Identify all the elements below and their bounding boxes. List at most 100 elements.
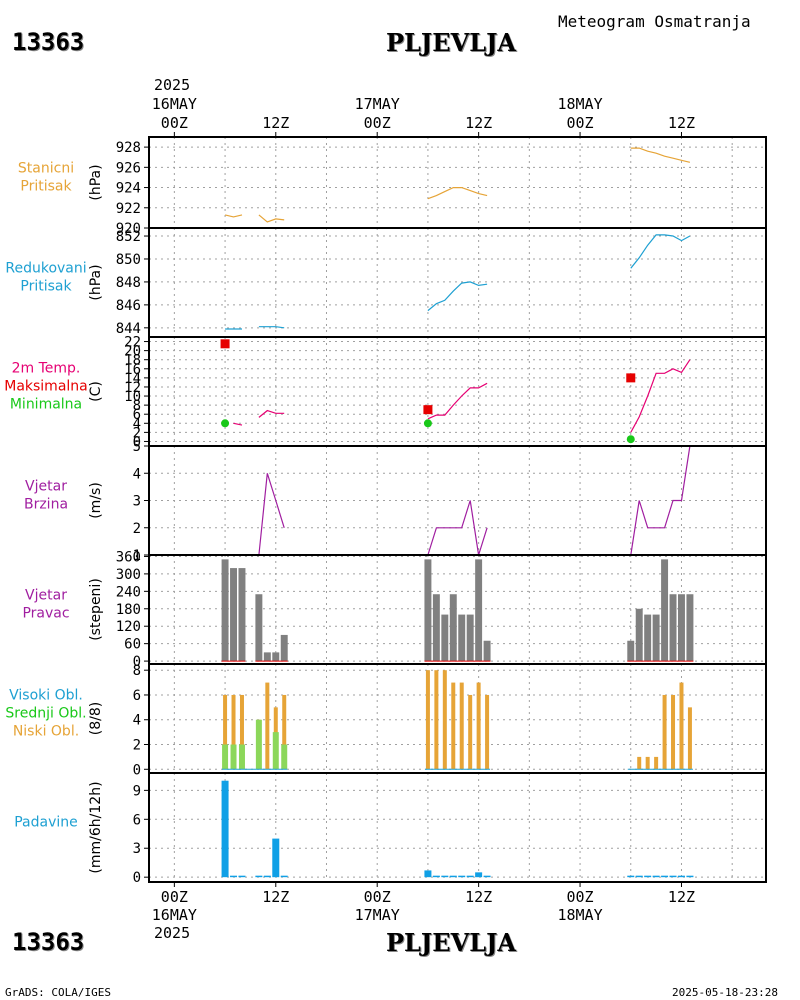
y-tick-label: 18 — [124, 353, 141, 369]
precipitation-bar — [238, 875, 246, 878]
y-tick-label: 10 — [124, 389, 141, 405]
low-cloud-bar — [265, 682, 270, 770]
panel-frame-stanicni — [148, 136, 767, 229]
y-tick-label: 300 — [116, 567, 141, 583]
precipitation-bar — [483, 875, 491, 878]
y-tick-label: 2 — [133, 521, 141, 537]
unit-label-temperatura: (C) — [88, 381, 104, 402]
panel-padavine — [144, 772, 767, 883]
y-tick-label: 4 — [133, 713, 141, 729]
mid-cloud-bar — [281, 744, 288, 770]
wind-direction-bar — [678, 594, 685, 662]
y-tick-label: 60 — [124, 637, 141, 653]
top-hour-label: 00Z — [161, 114, 188, 132]
y-tick-label: 928 — [116, 140, 141, 156]
panel-label-redukovani: Pritisak — [20, 279, 72, 295]
y-tick-label: 9 — [133, 783, 141, 799]
precipitation-bar — [677, 875, 685, 878]
mid-cloud-bar — [238, 744, 245, 770]
y-tick-label: 1 — [133, 548, 141, 564]
grads-credit: GrADS: COLA/IGES — [5, 986, 111, 999]
bottom-date-label: 16MAY — [152, 906, 197, 924]
bottom-hour-label: 12Z — [465, 888, 492, 906]
y-tick-label: 6 — [133, 812, 141, 828]
wind-direction-bar — [669, 594, 677, 662]
y-tick-label: 4 — [133, 416, 141, 432]
mid-cloud-bar — [222, 744, 229, 770]
precipitation-bar — [644, 875, 652, 878]
y-tick-label: 848 — [116, 275, 141, 291]
top-hour-label: 12Z — [465, 114, 492, 132]
y-tick-label: 180 — [116, 602, 141, 618]
wind-direction-bar — [627, 640, 635, 662]
precipitation-bar — [263, 875, 271, 878]
unit-label-oblaci: (8/8) — [88, 702, 104, 735]
low-cloud-bar — [468, 694, 473, 770]
y-tick-label: 5 — [133, 439, 141, 455]
precipitation-bar — [424, 870, 432, 878]
low-cloud-bar — [476, 682, 481, 770]
precipitation-bar — [635, 875, 643, 878]
bottom-hour-label: 12Z — [668, 888, 695, 906]
y-tick-label: 846 — [116, 298, 141, 314]
panel-redukovani — [144, 227, 767, 338]
low-cloud-bar — [451, 682, 456, 770]
series-line-stanicni — [224, 214, 243, 218]
y-tick-label: 924 — [116, 181, 141, 197]
top-hour-label: 12Z — [668, 114, 695, 132]
low-cloud-bar — [687, 707, 692, 770]
precipitation-bar — [280, 875, 288, 878]
panel-label-stanicni: Stanicni — [18, 161, 74, 177]
max-temp-marker — [220, 339, 230, 349]
panel-pravac — [144, 554, 767, 665]
mid-cloud-bar — [230, 744, 237, 770]
panel-temperatura — [144, 336, 767, 447]
wind-direction-bar — [441, 614, 449, 662]
panel-label-pravac: Vjetar — [25, 588, 67, 604]
top-date-label: 16MAY — [152, 95, 197, 113]
unit-label-padavine: (mm/6h/12h) — [88, 781, 104, 873]
bottom-hour-label: 00Z — [364, 888, 391, 906]
y-tick-label: 852 — [116, 229, 141, 245]
series-line-temperatura — [630, 359, 691, 433]
max-temp-marker — [423, 405, 433, 415]
low-cloud-bar — [425, 670, 430, 770]
footer-station-name: PLJEVLJA — [386, 928, 517, 957]
y-tick-label: 844 — [116, 321, 141, 337]
precipitation-bar — [686, 875, 694, 878]
wind-direction-bar — [230, 568, 237, 662]
y-tick-label: 14 — [124, 371, 141, 387]
precipitation-bar — [661, 875, 669, 878]
wind-direction-bar — [475, 559, 483, 662]
low-cloud-bar — [442, 670, 447, 770]
panel-label-oblaci: Visoki Obl. — [9, 688, 83, 704]
y-tick-label: 6 — [133, 688, 141, 704]
low-cloud-bar — [679, 682, 684, 770]
unit-label-stanicni: (hPa) — [88, 164, 104, 200]
low-cloud-bar — [282, 694, 287, 770]
wind-direction-bar — [263, 652, 271, 662]
panel-frame-temperatura — [148, 336, 767, 447]
y-tick-label: 120 — [116, 619, 141, 635]
panel-label-brzina: Vjetar — [25, 479, 67, 495]
low-cloud-bar — [231, 694, 236, 770]
precipitation-bar — [441, 875, 449, 878]
wind-direction-bar — [432, 594, 440, 662]
wind-direction-bar — [483, 640, 491, 662]
y-tick-label: 360 — [116, 549, 141, 565]
series-line-temperatura — [427, 382, 488, 420]
low-cloud-bar — [485, 694, 490, 770]
panel-label-redukovani: Redukovani — [5, 261, 86, 277]
max-temp-marker — [626, 373, 636, 383]
y-tick-label: 8 — [133, 663, 141, 679]
series-line-brzina — [427, 500, 488, 556]
series-line-redukovani — [427, 281, 488, 312]
precipitation-bar — [466, 875, 474, 878]
panel-brzina — [144, 445, 767, 556]
precipitation-bar — [230, 875, 238, 878]
precipitation-bar — [652, 875, 660, 878]
top-date-label: 17MAY — [355, 95, 400, 113]
panel-label-oblaci: Srednji Obl. — [5, 706, 86, 722]
y-tick-label: 4 — [133, 466, 141, 482]
